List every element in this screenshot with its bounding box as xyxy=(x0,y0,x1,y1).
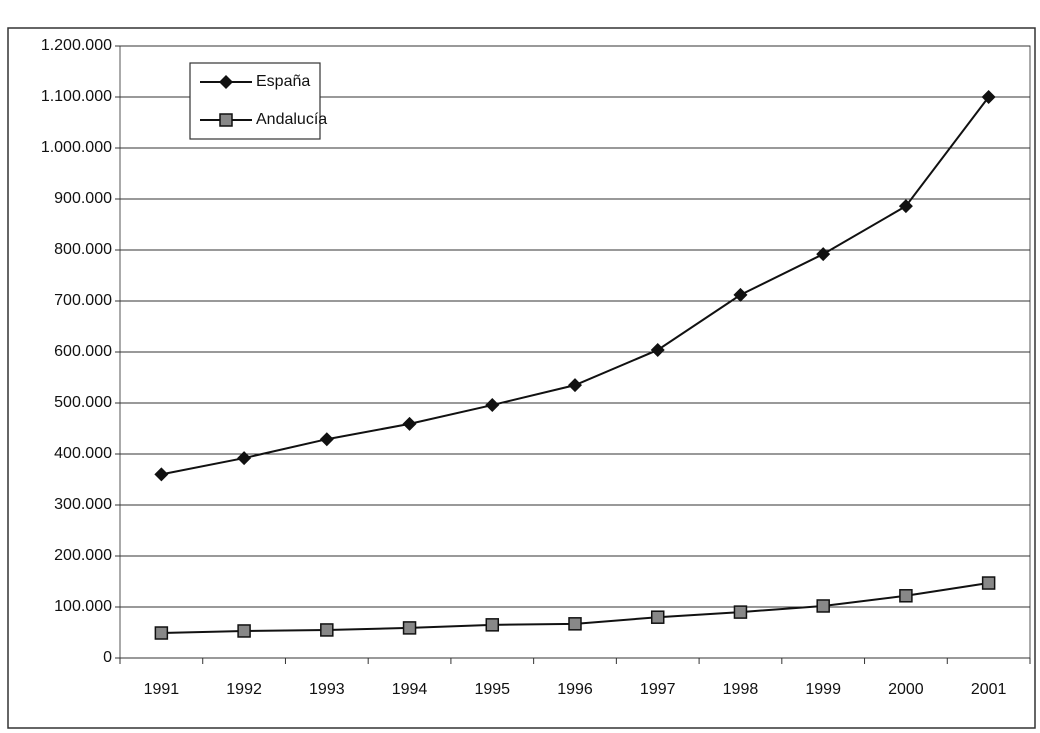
marker xyxy=(237,624,251,638)
y-tick-label: 500.000 xyxy=(54,394,112,411)
marker xyxy=(981,90,996,104)
y-tick-label: 600.000 xyxy=(54,343,112,360)
y-tick-label: 300.000 xyxy=(54,496,112,513)
marker xyxy=(898,199,913,214)
marker xyxy=(981,576,996,590)
y-tick-label: 800.000 xyxy=(54,241,112,258)
marker xyxy=(154,467,169,482)
x-tick-label: 1995 xyxy=(474,681,510,698)
series-line xyxy=(161,96,990,476)
marker xyxy=(154,626,169,640)
marker xyxy=(816,599,830,613)
marker xyxy=(816,247,831,262)
legend-label: España xyxy=(256,73,310,90)
x-tick-label: 1999 xyxy=(805,681,841,698)
marker xyxy=(320,623,334,637)
y-tick-label: 200.000 xyxy=(54,547,112,564)
marker xyxy=(650,610,665,624)
x-tick-label: 1991 xyxy=(144,681,180,698)
x-tick-label: 2000 xyxy=(888,681,924,698)
marker xyxy=(568,378,582,393)
x-tick-label: 1998 xyxy=(723,681,759,698)
y-tick-label: 0 xyxy=(103,649,112,666)
marker xyxy=(568,617,582,631)
marker xyxy=(485,618,500,632)
y-tick-label: 900.000 xyxy=(54,190,112,207)
chart-frame xyxy=(7,27,1036,729)
marker xyxy=(733,605,748,619)
legend-label: Andalucía xyxy=(256,111,327,128)
x-tick-label: 1992 xyxy=(226,681,262,698)
x-tick-label: 1994 xyxy=(392,681,428,698)
marker xyxy=(237,451,252,466)
marker xyxy=(485,398,500,413)
x-tick-label: 1993 xyxy=(309,681,345,698)
legend-marker xyxy=(219,113,233,127)
marker xyxy=(899,589,913,603)
marker xyxy=(319,432,334,447)
x-tick-label: 1996 xyxy=(557,681,593,698)
x-tick-label: 2001 xyxy=(971,681,1007,698)
marker xyxy=(402,621,417,635)
y-tick-label: 400.000 xyxy=(54,445,112,462)
y-tick-label: 1.000.000 xyxy=(41,139,112,156)
y-tick-label: 1.100.000 xyxy=(41,88,112,105)
x-tick-label: 1997 xyxy=(640,681,676,698)
marker xyxy=(733,287,748,302)
marker xyxy=(650,342,665,357)
y-tick-label: 100.000 xyxy=(54,598,112,615)
y-tick-label: 1.200.000 xyxy=(41,37,112,54)
marker xyxy=(402,416,417,431)
legend-marker xyxy=(219,75,233,89)
legend-box xyxy=(189,62,321,140)
y-tick-label: 700.000 xyxy=(54,292,112,309)
